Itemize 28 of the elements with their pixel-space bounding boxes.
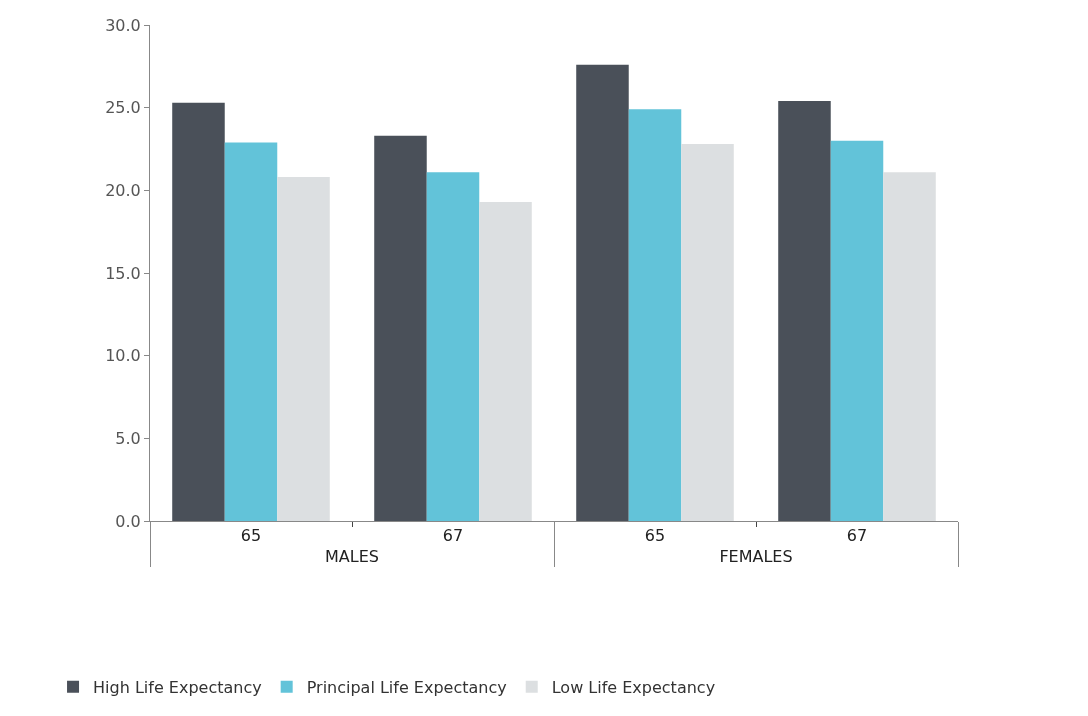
- y-tick-label: 5.0: [115, 428, 141, 448]
- bar: [277, 177, 330, 521]
- y-tick-label: 10.0: [105, 346, 141, 366]
- y-tick-label: 15.0: [105, 263, 141, 283]
- text: FEMALES: [719, 547, 793, 567]
- bar: [426, 172, 480, 521]
- legend-label: High Life Expectancy: [93, 677, 262, 697]
- legend-label: Principal Life Expectancy: [306, 677, 507, 697]
- x-tick-label: 67: [846, 526, 868, 546]
- bar: [778, 101, 831, 521]
- x-tick-label: 67: [442, 526, 464, 546]
- bar: [576, 64, 629, 521]
- y-tick-label: 0.0: [115, 511, 141, 531]
- y-tick-label: 20.0: [105, 180, 141, 200]
- bar: [681, 144, 734, 521]
- bar: [628, 109, 682, 521]
- bar: [479, 201, 532, 521]
- x-tick-label: 65: [644, 526, 666, 546]
- bar: [374, 135, 427, 521]
- y-tick-label: 25.0: [105, 98, 141, 118]
- bar: [172, 102, 225, 521]
- bar: [883, 172, 936, 521]
- bar: [830, 140, 884, 521]
- y-tick-label: 30.0: [105, 15, 141, 35]
- x-tick-label: 65: [240, 526, 262, 546]
- legend-label: Low Life Expectancy: [551, 677, 716, 697]
- bar: [224, 142, 278, 521]
- text: MALES: [325, 547, 379, 567]
